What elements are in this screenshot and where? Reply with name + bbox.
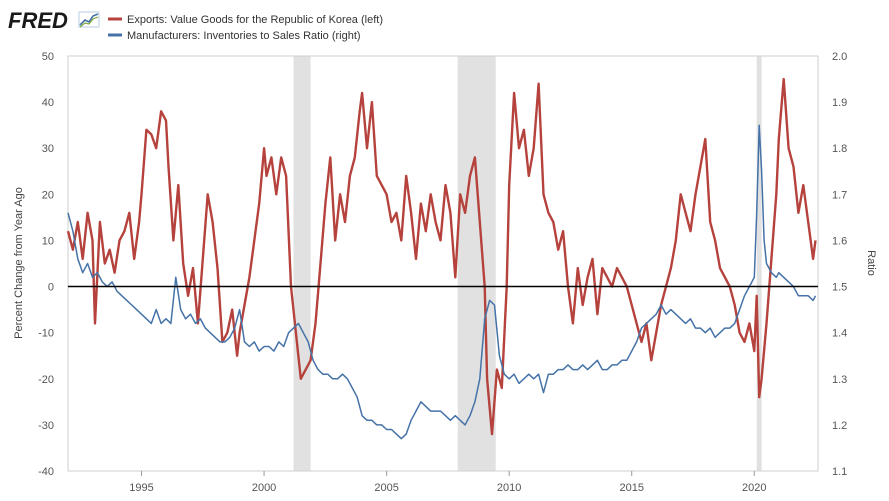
legend-label-0: Exports: Value Goods for the Republic of… [127,14,383,26]
chart-line-icon [78,11,100,28]
right-tick-label: 1.7 [832,189,847,201]
x-axis: 1995 2000 2005 2010 2015 2020 [129,471,767,494]
x-tick-label: 2000 [252,482,276,494]
left-tick-label: 30 [42,143,54,155]
left-tick-label: -10 [38,328,54,340]
x-tick-label: 2005 [374,482,398,494]
left-tick-label: 40 [42,97,54,109]
inventory-ratio-series-line [67,124,817,440]
right-axis: 1.1 1.2 1.3 1.4 1.5 1.6 1.7 1.8 1.9 2.0 [832,51,847,478]
left-tick-label: 10 [42,235,54,247]
fred-logo[interactable]: FRED [8,8,100,33]
left-tick-label: -40 [38,466,54,478]
exports-series-line [66,77,817,436]
left-axis-title: Percent Change from Year Ago [13,187,25,339]
series-layer [66,77,817,440]
left-tick-label: -30 [38,420,54,432]
right-tick-label: 2.0 [832,51,847,63]
x-tick-label: 2015 [619,482,643,494]
x-tick-label: 2020 [742,482,766,494]
right-tick-label: 1.5 [832,282,847,294]
right-tick-label: 1.3 [832,374,847,386]
legend-label-1: Manufacturers: Inventories to Sales Rati… [127,30,361,42]
right-tick-label: 1.4 [832,328,847,340]
right-axis-title: Ratio [865,250,877,276]
right-tick-label: 1.2 [832,420,847,432]
left-tick-label: 50 [42,51,54,63]
right-tick-label: 1.1 [832,466,847,478]
left-tick-label: 20 [42,189,54,201]
left-axis: -40 -30 -20 -10 0 10 20 30 40 50 [38,51,54,478]
left-tick-label: 0 [48,282,54,294]
plot-area [67,55,819,472]
recession-band-0 [293,56,311,471]
x-tick-label: 2010 [497,482,521,494]
right-tick-label: 1.9 [832,97,847,109]
fred-logo-text: FRED [8,8,68,33]
x-tick-label: 1995 [129,482,153,494]
recession-band-2 [756,56,762,471]
right-tick-label: 1.8 [832,143,847,155]
legend: Exports: Value Goods for the Republic of… [108,14,383,42]
left-tick-label: -20 [38,374,54,386]
right-tick-label: 1.6 [832,235,847,247]
